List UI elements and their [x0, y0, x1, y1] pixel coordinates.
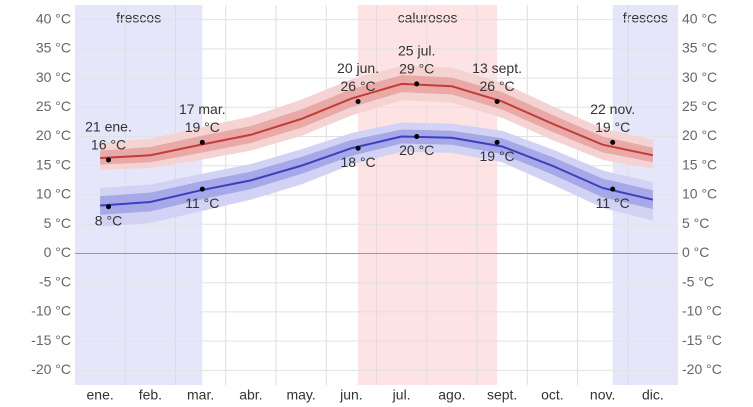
season-label: frescos [116, 10, 161, 26]
low-point [355, 145, 361, 151]
high-point [414, 81, 420, 87]
x-tick-label: abr. [239, 387, 262, 403]
y-tick-label-right: 35 °C [682, 40, 717, 56]
y-tick-label-right: 0 °C [682, 244, 709, 260]
y-tick-label-right: 15 °C [682, 156, 717, 172]
annotation-date: 22 nov. [590, 101, 635, 117]
annotation-high: 19 °C [185, 119, 220, 135]
y-tick-label-right: 30 °C [682, 69, 717, 85]
annotation-high: 16 °C [91, 137, 126, 153]
y-tick-label: 25 °C [36, 98, 71, 114]
y-tick-label-right: 25 °C [682, 98, 717, 114]
y-tick-label: 5 °C [44, 215, 71, 231]
high-point [610, 139, 616, 145]
y-tick-label: 20 °C [36, 127, 71, 143]
low-point [414, 134, 420, 140]
x-tick-label: dic. [642, 387, 664, 403]
annotation-low: 11 °C [185, 195, 219, 211]
x-tick-label: nov. [590, 387, 615, 403]
y-tick-label-right: 20 °C [682, 127, 717, 143]
x-tick-label: sept. [487, 387, 517, 403]
y-tick-label-right: 10 °C [682, 186, 717, 202]
y-tick-label: 10 °C [36, 186, 71, 202]
y-tick-label-right: -15 °C [682, 332, 722, 348]
percentile-band [100, 75, 653, 165]
y-tick-label: 0 °C [44, 244, 71, 260]
y-tick-label: -10 °C [31, 303, 71, 319]
annotation-high: 26 °C [340, 78, 375, 94]
x-tick-label: feb. [139, 387, 162, 403]
annotation-high: 19 °C [595, 119, 630, 135]
y-tick-label: 40 °C [36, 10, 71, 26]
y-tick-label-right: -20 °C [682, 361, 722, 377]
x-tick-label: mar. [187, 387, 214, 403]
y-tick-label: -5 °C [39, 273, 71, 289]
x-tick-label: ene. [87, 387, 114, 403]
low-point [610, 186, 616, 192]
low-point [494, 139, 500, 145]
y-tick-label: 30 °C [36, 69, 71, 85]
annotation-date: 21 ene. [85, 119, 132, 135]
low-point [106, 204, 111, 210]
annotation-date: 25 jul. [398, 43, 435, 59]
annotation-low: 20 °C [399, 142, 434, 158]
annotation-low: 19 °C [480, 148, 515, 164]
annotation-low: 8 °C [95, 212, 122, 228]
x-tick-label: ago. [438, 387, 465, 403]
annotation-high: 26 °C [480, 78, 515, 94]
season-label: frescos [623, 10, 668, 26]
x-tick-label: jul. [392, 387, 411, 403]
high-point [494, 98, 500, 104]
y-tick-label: -20 °C [31, 361, 71, 377]
annotation-date: 13 sept. [472, 60, 522, 76]
y-tick-label: 15 °C [36, 156, 71, 172]
annotation-high: 29 °C [399, 61, 434, 77]
annotation-date: 17 mar. [179, 101, 226, 117]
y-tick-label-right: -10 °C [682, 303, 722, 319]
season-label: calurosos [398, 10, 458, 26]
x-tick-label: may. [286, 387, 315, 403]
low-point [199, 186, 205, 192]
temperature-line [100, 82, 654, 160]
x-tick-label: oct. [541, 387, 564, 403]
annotation-low: 11 °C [596, 195, 630, 211]
y-tick-label-right: 40 °C [682, 10, 717, 26]
x-tick-label: jun. [339, 387, 363, 403]
annotation-low: 18 °C [340, 154, 375, 170]
y-tick-label-right: -5 °C [682, 273, 714, 289]
high-point [106, 157, 111, 163]
y-tick-label: 35 °C [36, 40, 71, 56]
temperature-line [100, 135, 654, 207]
annotation-date: 20 jun. [337, 60, 379, 76]
high-point [355, 98, 361, 104]
high-point [199, 139, 205, 145]
y-tick-label-right: 5 °C [682, 215, 709, 231]
y-tick-label: -15 °C [31, 332, 71, 348]
